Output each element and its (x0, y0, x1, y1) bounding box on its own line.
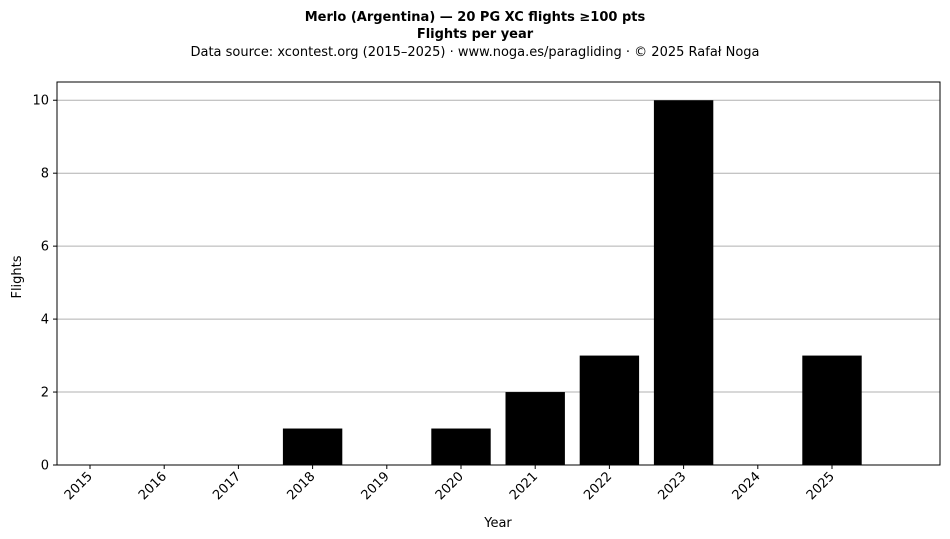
bars (282, 100, 862, 465)
gridlines (57, 99, 940, 393)
y-tick-label: 6 (41, 240, 49, 255)
y-tick-label: 0 (41, 459, 49, 474)
chart-source-note: Data source: xcontest.org (2015–2025) · … (190, 45, 759, 60)
x-tick-label: 2023 (655, 469, 689, 503)
bar-2020 (431, 428, 491, 465)
x-tick-label: 2018 (284, 469, 318, 503)
bar-2025 (802, 355, 862, 465)
y-tick-label: 4 (41, 313, 49, 328)
x-tick-label: 2022 (581, 469, 615, 503)
y-tick-label: 10 (32, 94, 49, 109)
chart-subtitle: Flights per year (417, 27, 534, 42)
x-tick-label: 2016 (136, 469, 170, 503)
x-axis-label: Year (483, 516, 512, 531)
bar-2023 (653, 100, 714, 465)
bar-2018 (282, 428, 343, 465)
x-tick-label: 2021 (507, 469, 541, 503)
x-tick-label: 2019 (359, 469, 393, 503)
plot-frame (56, 81, 941, 466)
x-tick-label: 2015 (62, 469, 96, 503)
x-tick-label: 2017 (210, 469, 244, 503)
y-tick-label: 8 (41, 167, 49, 182)
bar-2021 (505, 392, 565, 465)
x-tick-label: 2025 (804, 469, 838, 503)
x-tick-label: 2024 (730, 469, 764, 503)
bar-2022 (579, 355, 640, 465)
x-tick-label: 2020 (433, 469, 467, 503)
y-axis-label: Flights (10, 255, 25, 298)
chart-title: Merlo (Argentina) — 20 PG XC flights ≥10… (305, 10, 646, 25)
y-tick-label: 2 (41, 386, 49, 401)
